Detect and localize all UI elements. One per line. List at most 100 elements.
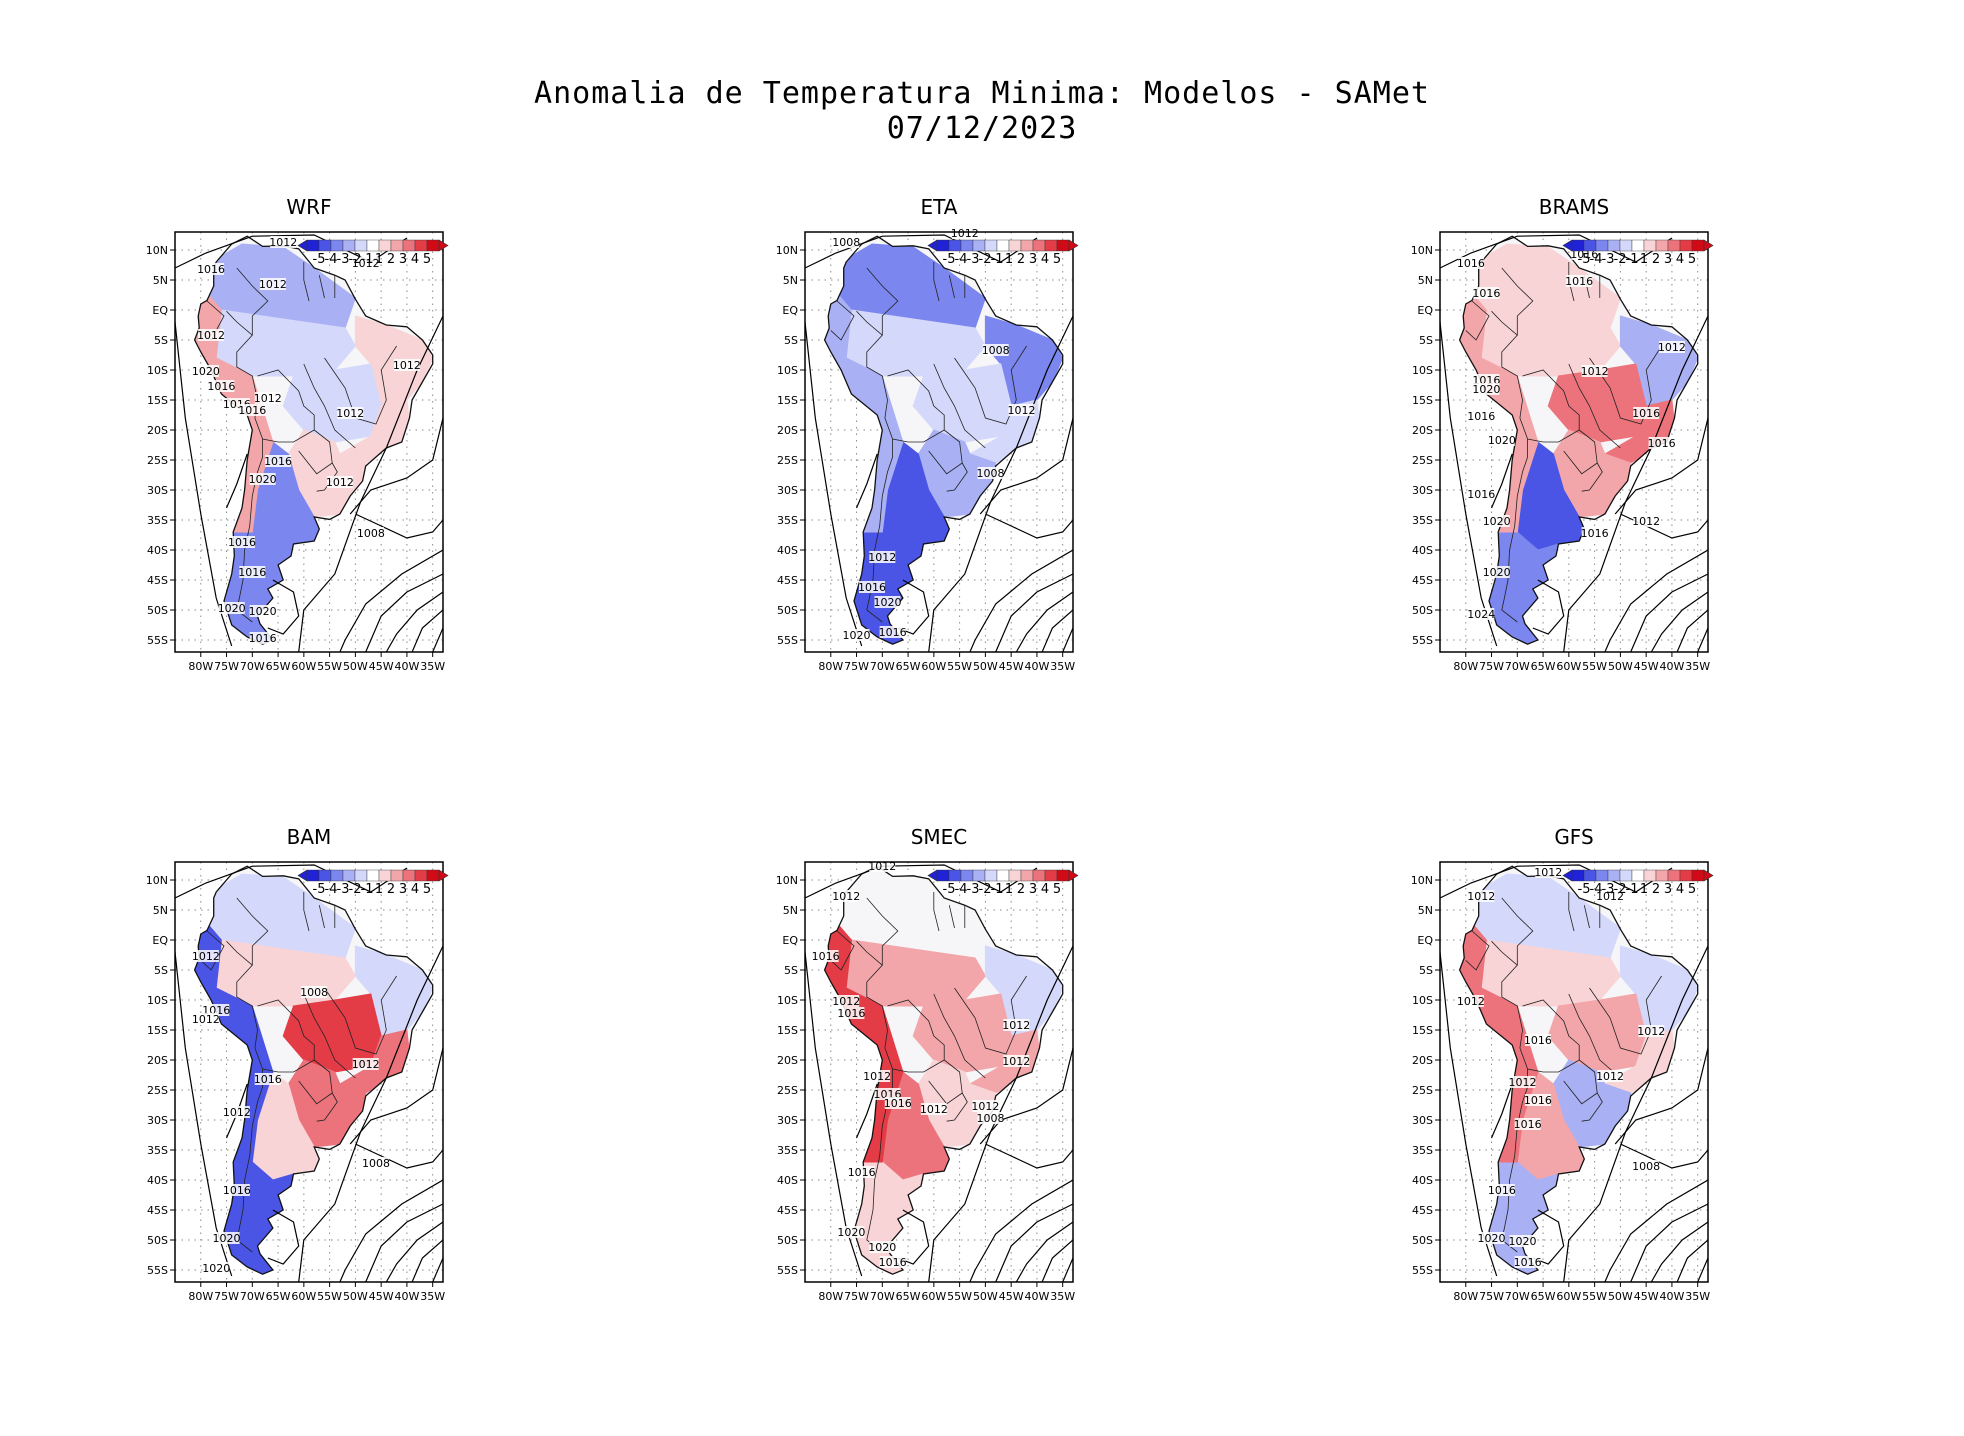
- map-frame: [804, 861, 1074, 1283]
- isobar-line: [1650, 591, 1708, 652]
- isobar-value: 1020: [202, 1262, 230, 1275]
- colorbar-swatch: [1679, 239, 1693, 252]
- isobar-label-bg: [192, 365, 219, 377]
- isobar-value: 1016: [837, 1007, 865, 1020]
- map-figure: ETA 1008 1012 1008 1012 1008 1012 1016 1020 1020 1…: [776, 195, 1079, 673]
- colorbar-swatch: [1631, 869, 1645, 882]
- border-line: [954, 345, 1027, 425]
- x-tick-label: 80W: [818, 1290, 843, 1303]
- isobar-value: 1012: [254, 392, 282, 405]
- map-figure: GFS 1012 1012 1012 1012 1016 1012 1012 1016 1012 1…: [1411, 825, 1714, 1303]
- isobar-label-bg: [879, 626, 906, 638]
- panel-title: BRAMS: [1539, 195, 1609, 219]
- isobar-line: [995, 573, 1073, 652]
- isobar-value: 1008: [977, 467, 1005, 480]
- isobar-value: 1016: [254, 1073, 282, 1086]
- isobar-value: 1012: [1508, 1076, 1536, 1089]
- isobar-line: [995, 1203, 1073, 1282]
- isobar-line: [855, 453, 878, 509]
- border-line: [226, 940, 258, 1049]
- country-borders: [830, 892, 1027, 1253]
- isobar-label: 1012: [868, 551, 896, 564]
- isobar-label: 1008: [982, 344, 1010, 357]
- isobar-label: 1012: [1534, 866, 1562, 879]
- x-tick-label: 50W: [343, 660, 368, 673]
- isobar-line: [897, 579, 930, 635]
- isobar-line: [411, 609, 443, 652]
- x-tick-label: 75W: [844, 660, 869, 673]
- y-tick-label: 20S: [1412, 424, 1433, 437]
- colorbar: -5 -4 -3 -2 -1 1 2 3 4 5: [927, 239, 1079, 267]
- y-tick-label: 35S: [1412, 514, 1433, 527]
- x-tick-label: 65W: [266, 1290, 291, 1303]
- colorbar-swatch: [1643, 869, 1657, 882]
- x-tick-label: 80W: [818, 660, 843, 673]
- panel-title: GFS: [1554, 825, 1593, 849]
- border-line: [1501, 267, 1534, 336]
- y-tick-label: 50S: [147, 604, 168, 617]
- colorbar-swatch: [1008, 239, 1022, 252]
- isobar-label: 1016: [1488, 1184, 1516, 1197]
- y-tick-label: 55S: [777, 634, 798, 647]
- isobar-label-bg: [972, 1100, 999, 1112]
- isobar-line: [339, 549, 443, 652]
- isobar-label-bg: [833, 995, 860, 1007]
- isobar-label-bg: [249, 632, 276, 644]
- isobar-value: 1012: [269, 236, 297, 249]
- border-line: [954, 975, 1027, 1055]
- isobar-value: 1016: [848, 1166, 876, 1179]
- isobar-label: 1012: [192, 950, 220, 963]
- border-line: [1501, 439, 1528, 623]
- colorbar-swatch: [390, 869, 404, 882]
- y-tick-label: 15S: [147, 1024, 168, 1037]
- colorbar-over-arrow: [438, 239, 449, 252]
- colorbar-swatch: [414, 239, 428, 252]
- y-tick-label: 55S: [777, 1264, 798, 1277]
- isobar-value: 1012: [326, 476, 354, 489]
- border-line: [318, 275, 325, 299]
- isobar-label-bg: [1633, 1160, 1660, 1172]
- isobar-label: 1012: [1658, 341, 1686, 354]
- isobar-line: [1630, 1203, 1708, 1282]
- isobar-label: 1012: [863, 1070, 891, 1083]
- panel-wrf: WRF 1012 1016 1012 1012 1012 1020 1016 1016 1012 1…: [146, 192, 595, 772]
- colorbar-swatch: [426, 239, 440, 252]
- colorbar: -5 -4 -3 -2 -1 1 2 3 4 5: [927, 869, 1079, 897]
- colorbar-swatch: [402, 869, 416, 882]
- colorbar-tick-label: -5: [313, 252, 326, 267]
- isobar-line: [1676, 609, 1708, 652]
- isobar-label: 1008: [362, 1157, 390, 1170]
- isobar-label-bg: [1457, 995, 1484, 1007]
- isobar-value: 1020: [837, 1226, 865, 1239]
- map-figure: SMEC101210121016101210161012101210121016…: [776, 825, 1079, 1303]
- border-line: [1465, 300, 1490, 341]
- isobar-line: [985, 513, 1073, 539]
- colorbar-tick-label: -1: [1626, 882, 1639, 897]
- isobar-line: [339, 1179, 443, 1282]
- colorbar-tick-label: -4: [1590, 882, 1603, 897]
- y-tick-label: 55S: [147, 634, 168, 647]
- isobar-value: 1016: [228, 536, 256, 549]
- colorbar-tick-label: 5: [1053, 882, 1061, 897]
- y-tick-label: 30S: [1412, 484, 1433, 497]
- map-frame: [1439, 231, 1709, 653]
- x-tick-label: 70W: [1505, 1290, 1530, 1303]
- isobar-label: 1012: [1002, 1055, 1030, 1068]
- isobar-line: [1697, 1257, 1708, 1282]
- isobar-label: 1016: [197, 263, 225, 276]
- y-tick-label: 50S: [777, 604, 798, 617]
- x-tick-label: 50W: [1608, 1290, 1633, 1303]
- isobar-label: 1020: [218, 602, 246, 615]
- isobar-label: 1012: [326, 476, 354, 489]
- y-tick-label: 25S: [147, 1084, 168, 1097]
- colorbar-tick-label: -1: [361, 882, 374, 897]
- border-line: [866, 897, 899, 966]
- colorbar-over-arrow: [1068, 239, 1079, 252]
- isobars: [805, 864, 1073, 1282]
- colorbar-swatch: [1643, 239, 1657, 252]
- border-line: [303, 262, 310, 302]
- colorbar-tick-label: 3: [1029, 882, 1037, 897]
- isobar-line: [385, 1221, 443, 1282]
- isobar-value: 1012: [1596, 1070, 1624, 1083]
- isobar-value: 1012: [192, 950, 220, 963]
